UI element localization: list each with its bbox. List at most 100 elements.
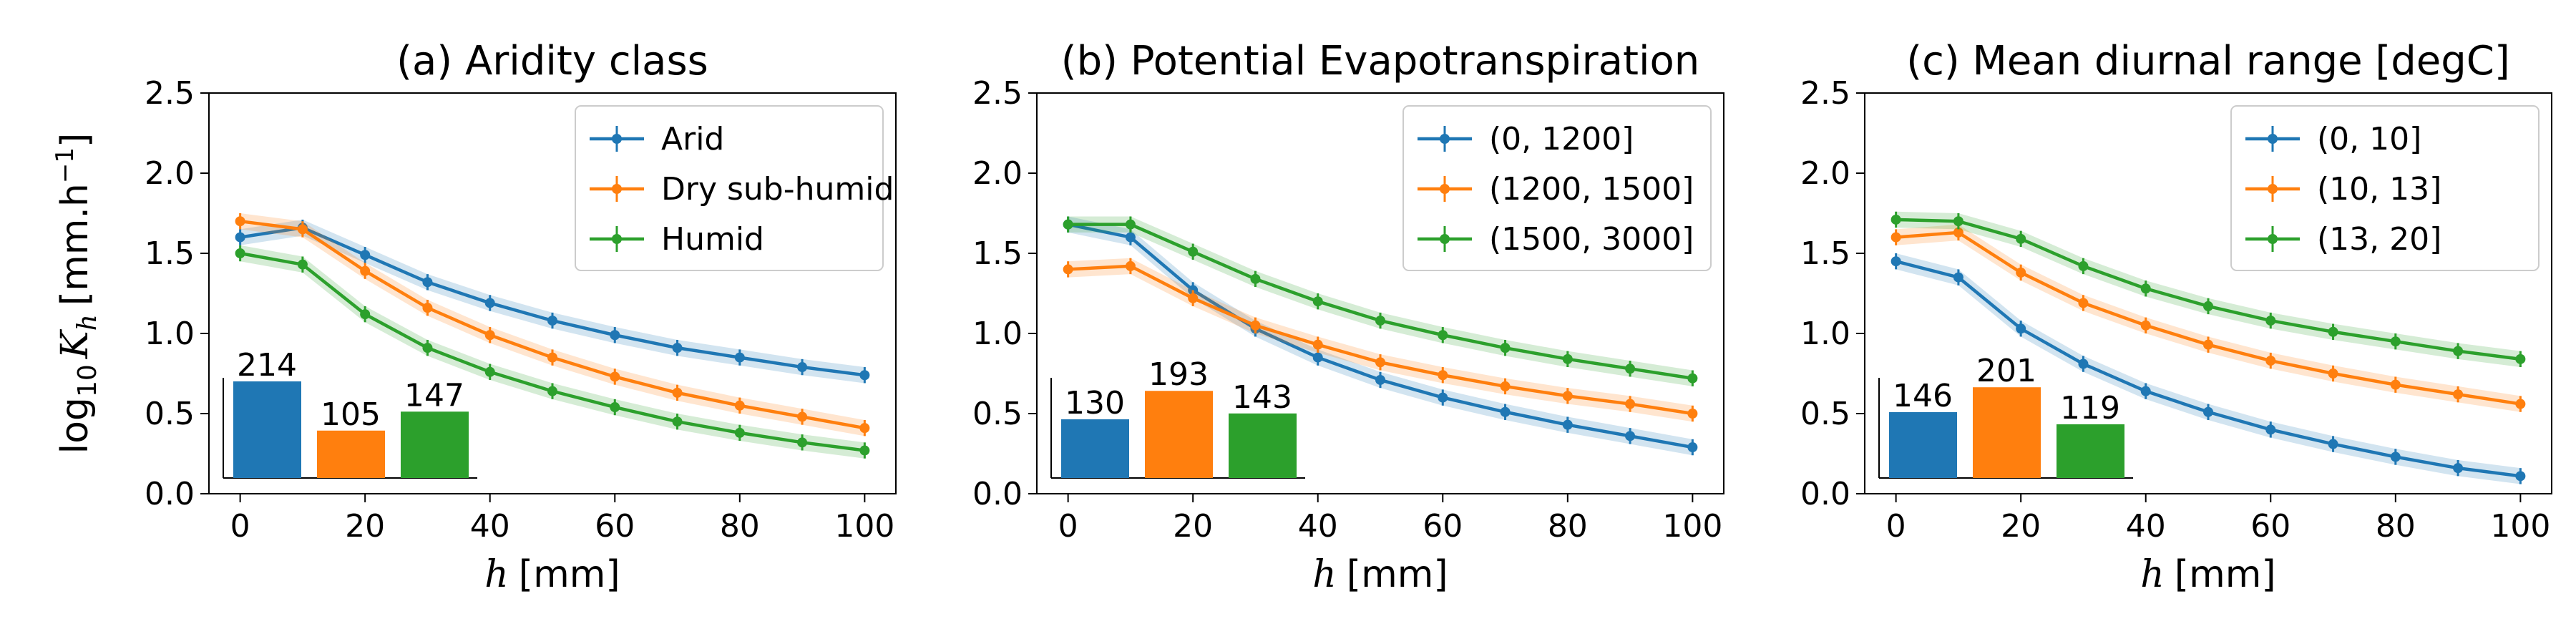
y-tick-label: 2.0 (972, 155, 1023, 192)
y-tick-label: 1.0 (145, 316, 195, 352)
data-point (297, 224, 308, 235)
inset-bar-label: 130 (1065, 385, 1125, 421)
inset-bar-label: 146 (1893, 378, 1953, 414)
y-tick-label: 2.0 (145, 155, 195, 192)
panel-1: (b) Potential Evapotranspiration 0.0 0.5 1.… (972, 38, 1724, 596)
inset-bar (401, 411, 469, 478)
x-tick-label: 20 (1173, 508, 1213, 545)
y-tick-label: 2.0 (1800, 155, 1850, 192)
x-tick-label: 20 (2001, 508, 2041, 545)
data-point (297, 259, 308, 270)
data-point (360, 265, 371, 276)
data-point (2016, 233, 2026, 244)
y-axis-label-sub: 10 (73, 364, 102, 397)
y-tick-label: 1.5 (145, 235, 195, 272)
legend-label: (0, 1200] (1489, 121, 1634, 157)
data-point (360, 309, 371, 320)
data-point (2078, 260, 2089, 271)
inset-bar-label: 214 (237, 347, 297, 384)
chart-title: (a) Aridity class (396, 38, 708, 84)
data-point (672, 343, 683, 353)
legend-entry: (13, 20] (2245, 221, 2441, 258)
data-point (859, 423, 870, 434)
chart-title: (b) Potential Evapotranspiration (1061, 38, 1700, 84)
inset-bar-label: 119 (2060, 390, 2120, 426)
data-point (1438, 330, 1448, 341)
y-tick-label: 1.0 (1800, 316, 1850, 352)
y-axis-label-exp: −1 (51, 147, 79, 183)
data-point (2453, 389, 2464, 400)
inset-bar (233, 381, 301, 478)
data-point (734, 427, 745, 438)
x-tick-label: 100 (2490, 508, 2550, 545)
data-point (797, 362, 808, 373)
data-point (1438, 370, 1448, 381)
data-point (1687, 373, 1698, 384)
legend: (0, 1200] (1200, 1500] (1500, 3000] (1402, 105, 1712, 271)
data-point (484, 298, 495, 308)
legend-marker (1440, 234, 1450, 244)
data-point (1250, 273, 1261, 284)
x-axis-label-unit: [mm] (1347, 553, 1448, 596)
data-point (547, 386, 557, 396)
legend-entry: Arid (590, 121, 724, 157)
data-point (2265, 316, 2276, 326)
y-tick-label: 0.0 (972, 476, 1023, 512)
data-point (1562, 391, 1573, 401)
x-tick-label: 0 (230, 508, 250, 545)
data-point (2453, 346, 2464, 356)
data-point (1438, 392, 1448, 403)
legend-entry: (0, 1200] (1418, 121, 1634, 157)
panel-2: (c) Mean diurnal range [degC] 0.0 0.5 1.0 1.… (1800, 38, 2552, 596)
y-tick-label: 1.5 (972, 235, 1023, 272)
x-tick-label: 0 (1058, 508, 1078, 545)
axes-frame (1036, 92, 1724, 494)
data-point (1375, 357, 1385, 368)
data-point (610, 371, 620, 382)
legend-entry: (0, 10] (2245, 121, 2421, 157)
data-point (859, 445, 870, 456)
data-point (1500, 406, 1511, 417)
data-point (1500, 343, 1511, 353)
x-axis-label-unit: [mm] (519, 553, 620, 596)
inset-bar (317, 430, 385, 478)
data-point (2515, 399, 2526, 409)
x-tick-label: 60 (1423, 508, 1463, 545)
data-point (734, 400, 745, 411)
data-point (1250, 320, 1261, 331)
legend-marker (612, 134, 622, 144)
data-point (734, 352, 745, 363)
legend-marker (1440, 134, 1450, 144)
data-point (422, 343, 433, 353)
legend-entry: (1500, 3000] (1418, 221, 1694, 258)
inset-bar-label: 193 (1148, 356, 1209, 393)
legend-frame (575, 105, 884, 271)
data-point (1188, 293, 1199, 303)
data-point (1063, 264, 1073, 275)
inset-bar-chart: 214 105 147 (223, 347, 477, 479)
data-point (1312, 339, 1323, 350)
y-axis-label-close: ] (54, 133, 97, 147)
series-2 (1890, 211, 2526, 368)
series-2 (235, 245, 870, 459)
legend: (0, 10] (10, 13] (13, 20] (2230, 105, 2540, 271)
y-axis-label-prefix: log (54, 397, 97, 454)
inset-bar-label: 143 (1232, 379, 1292, 416)
legend-label: (0, 10] (2317, 121, 2421, 157)
data-point (235, 232, 245, 243)
data-point (1312, 296, 1323, 307)
confidence-band (1068, 216, 1693, 386)
y-axis-label-unit: [mm.h (54, 183, 97, 306)
x-tick-label: 60 (595, 508, 635, 545)
legend-frame (1402, 105, 1712, 271)
data-point (2515, 471, 2526, 482)
data-point (1625, 431, 1636, 441)
x-tick-label: 100 (1662, 508, 1722, 545)
legend-label: (1500, 3000] (1489, 221, 1694, 258)
legend-frame (2230, 105, 2540, 271)
y-axis-label-var: K (54, 328, 97, 359)
legend-label: Dry sub-humid (661, 171, 894, 208)
data-point (2140, 320, 2151, 331)
data-point (1125, 232, 1136, 243)
data-point (672, 387, 683, 398)
